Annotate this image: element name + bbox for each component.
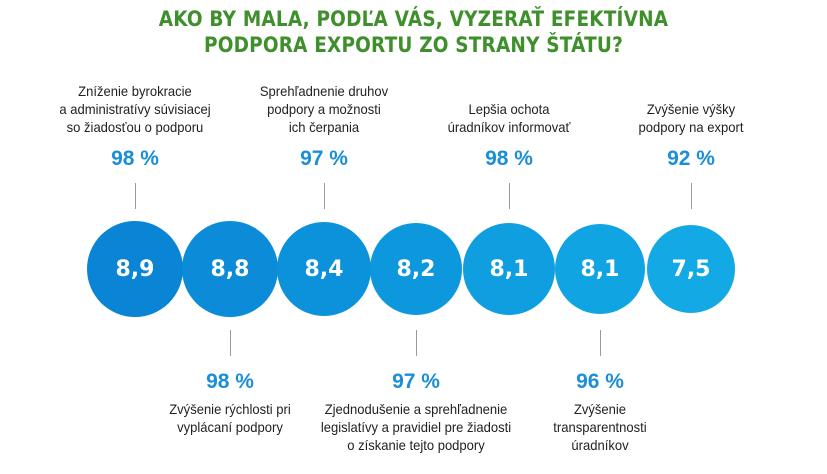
item-label-line: transparentnosti bbox=[553, 419, 647, 435]
agreement-percent: 98 % bbox=[206, 370, 254, 393]
score-value: 8,1 bbox=[489, 256, 529, 282]
agreement-percent: 97 % bbox=[300, 147, 348, 170]
item-label-line: úradníkov bbox=[571, 437, 629, 453]
score-circle: 8,1 bbox=[555, 224, 645, 314]
item-label: Zjednodušenie a sprehľadnenie legislatívy… bbox=[304, 400, 527, 454]
score-value: 7,5 bbox=[671, 256, 711, 282]
connector-line bbox=[230, 330, 231, 356]
score-value: 8,1 bbox=[580, 256, 620, 282]
score-value: 8,8 bbox=[210, 256, 250, 282]
agreement-percent: 97 % bbox=[392, 370, 440, 393]
item-label-line: Sprehľadnenie druhov bbox=[259, 83, 389, 99]
item-label-line: vyplácaní podpory bbox=[177, 419, 283, 435]
score-circle: 8,1 bbox=[463, 223, 555, 315]
item-label: Zníženie byrokracie a administratívy súvi… bbox=[23, 82, 246, 136]
score-value: 8,9 bbox=[115, 256, 155, 282]
item-label: Lepšia ochota úradníkov informovať bbox=[397, 100, 620, 136]
connector-line bbox=[600, 330, 601, 356]
score-value: 8,4 bbox=[304, 256, 344, 282]
connector-line bbox=[135, 183, 136, 209]
score-value: 8,2 bbox=[396, 256, 436, 282]
agreement-percent: 96 % bbox=[576, 370, 624, 393]
agreement-percent: 98 % bbox=[111, 147, 159, 170]
connector-line bbox=[691, 183, 692, 209]
agreement-percent: 92 % bbox=[667, 147, 715, 170]
title-line-1: AKO BY MALA, PODĽA VÁS, VYZERAŤ EFEKTÍVN… bbox=[158, 7, 669, 31]
agreement-percent: 98 % bbox=[485, 147, 533, 170]
item-label-line: Zvýšenie rýchlosti pri bbox=[169, 401, 291, 417]
item-label-line: so žiadosťou o podporu bbox=[66, 119, 204, 135]
infographic-title: AKO BY MALA, PODĽA VÁS, VYZERAŤ EFEKTÍVN… bbox=[50, 6, 778, 58]
connector-line bbox=[509, 183, 510, 209]
item-label: Zvýšenie rýchlosti pri vyplácaní podpory bbox=[118, 400, 341, 436]
connector-line bbox=[324, 183, 325, 209]
item-label: Sprehľadnenie druhov podpory a možnosti ic… bbox=[212, 82, 435, 136]
item-label-line: ich čerpania bbox=[288, 119, 360, 135]
item-label-line: legislatívy a pravidiel pre žiadosti bbox=[320, 419, 512, 435]
connector-line bbox=[416, 330, 417, 356]
item-label: Zvýšenie výšky podpory na export bbox=[579, 100, 802, 136]
item-label-line: úradníkov informovať bbox=[447, 119, 571, 135]
item-label-line: Zníženie byrokracie bbox=[78, 83, 192, 99]
score-circle: 8,9 bbox=[87, 221, 183, 317]
item-label-line: Lepšia ochota bbox=[468, 101, 550, 117]
score-circle: 7,5 bbox=[647, 225, 735, 313]
item-label-line: podpory a možnosti bbox=[267, 101, 381, 117]
item-label-line: a administratívy súvisiacej bbox=[59, 101, 211, 117]
title-line-2: PODPORA EXPORTU ZO STRANY ŠTÁTU? bbox=[204, 33, 623, 57]
item-label-line: Zvýšenie bbox=[573, 401, 627, 417]
item-label-line: o získanie tejto podpory bbox=[347, 437, 485, 453]
score-circle: 8,4 bbox=[277, 222, 371, 316]
item-label-line: Zvýšenie výšky bbox=[646, 101, 736, 117]
item-label: Zvýšenie transparentnosti úradníkov bbox=[488, 400, 711, 454]
score-circle: 8,8 bbox=[182, 221, 278, 317]
item-label-line: podpory na export bbox=[638, 119, 744, 135]
score-circle: 8,2 bbox=[370, 223, 462, 315]
item-label-line: Zjednodušenie a sprehľadnenie bbox=[324, 401, 508, 417]
